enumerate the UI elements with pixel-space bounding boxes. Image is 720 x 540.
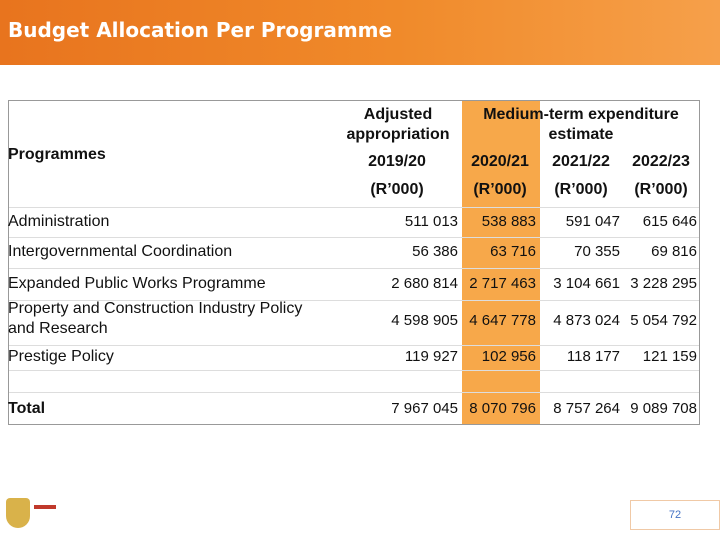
cell: 63 716	[490, 243, 536, 260]
cell: 4 647 778	[469, 312, 536, 329]
table	[8, 100, 700, 425]
cell: 2 717 463	[469, 275, 536, 292]
slide-title: Budget Allocation Per Programme	[8, 18, 393, 42]
row-rule	[9, 392, 699, 393]
page-number: 72	[630, 500, 720, 530]
cell: 615 646	[642, 213, 697, 230]
row-rule	[9, 370, 699, 371]
total-cell: 9 089 708	[630, 400, 697, 417]
cell: 4 873 024	[553, 312, 620, 329]
total-cell: 8 757 264	[553, 400, 620, 417]
cell: 56 386	[412, 243, 458, 260]
cell: 69 816	[651, 243, 697, 260]
header-cell: Medium-term expenditure estimate	[483, 106, 679, 143]
year-header: 2019/20	[368, 153, 426, 170]
header-cell: Programmes	[8, 146, 106, 163]
cell: 511 013	[404, 213, 458, 230]
cell: 538 883	[481, 213, 536, 230]
cell: 4 598 905	[391, 312, 458, 329]
year-header: 2020/21	[471, 153, 529, 170]
cell: 102 956	[481, 348, 536, 365]
row-label: Administration	[8, 213, 110, 230]
year-header: 2022/23	[632, 153, 690, 170]
header-cell: Adjusted appropriation	[346, 106, 450, 143]
cell: 121 159	[642, 348, 697, 365]
cell: 119 927	[404, 348, 458, 365]
row-rule	[9, 237, 699, 238]
row-rule	[9, 345, 699, 346]
cell: 2 680 814	[391, 275, 458, 292]
unit-header: (R’000)	[473, 181, 527, 198]
cell: 3 104 661	[553, 275, 620, 292]
unit-header: (R’000)	[634, 181, 688, 198]
row-label: Property and Construction Industry Polic…	[8, 300, 303, 337]
row-label: Prestige Policy	[8, 348, 114, 365]
total-cell: 8 070 796	[469, 400, 536, 417]
row-rule	[9, 268, 699, 269]
total-cell: 7 967 045	[391, 400, 458, 417]
logo-text	[34, 505, 56, 509]
cell: 5 054 792	[630, 312, 697, 329]
row-label: Intergovernmental Coordination	[8, 243, 233, 260]
unit-header: (R’000)	[554, 181, 608, 198]
logo	[6, 498, 30, 528]
cell: 591 047	[565, 213, 620, 230]
row-rule	[9, 207, 699, 208]
row-label: Expanded Public Works Programme	[8, 275, 266, 292]
row-rule	[9, 300, 699, 301]
total-label: Total	[8, 400, 46, 417]
cell: 118 177	[566, 348, 620, 365]
cell: 3 228 295	[630, 275, 697, 292]
cell: 70 355	[574, 243, 620, 260]
year-header: 2021/22	[552, 153, 610, 170]
banner	[0, 0, 720, 65]
unit-header: (R’000)	[370, 181, 424, 198]
